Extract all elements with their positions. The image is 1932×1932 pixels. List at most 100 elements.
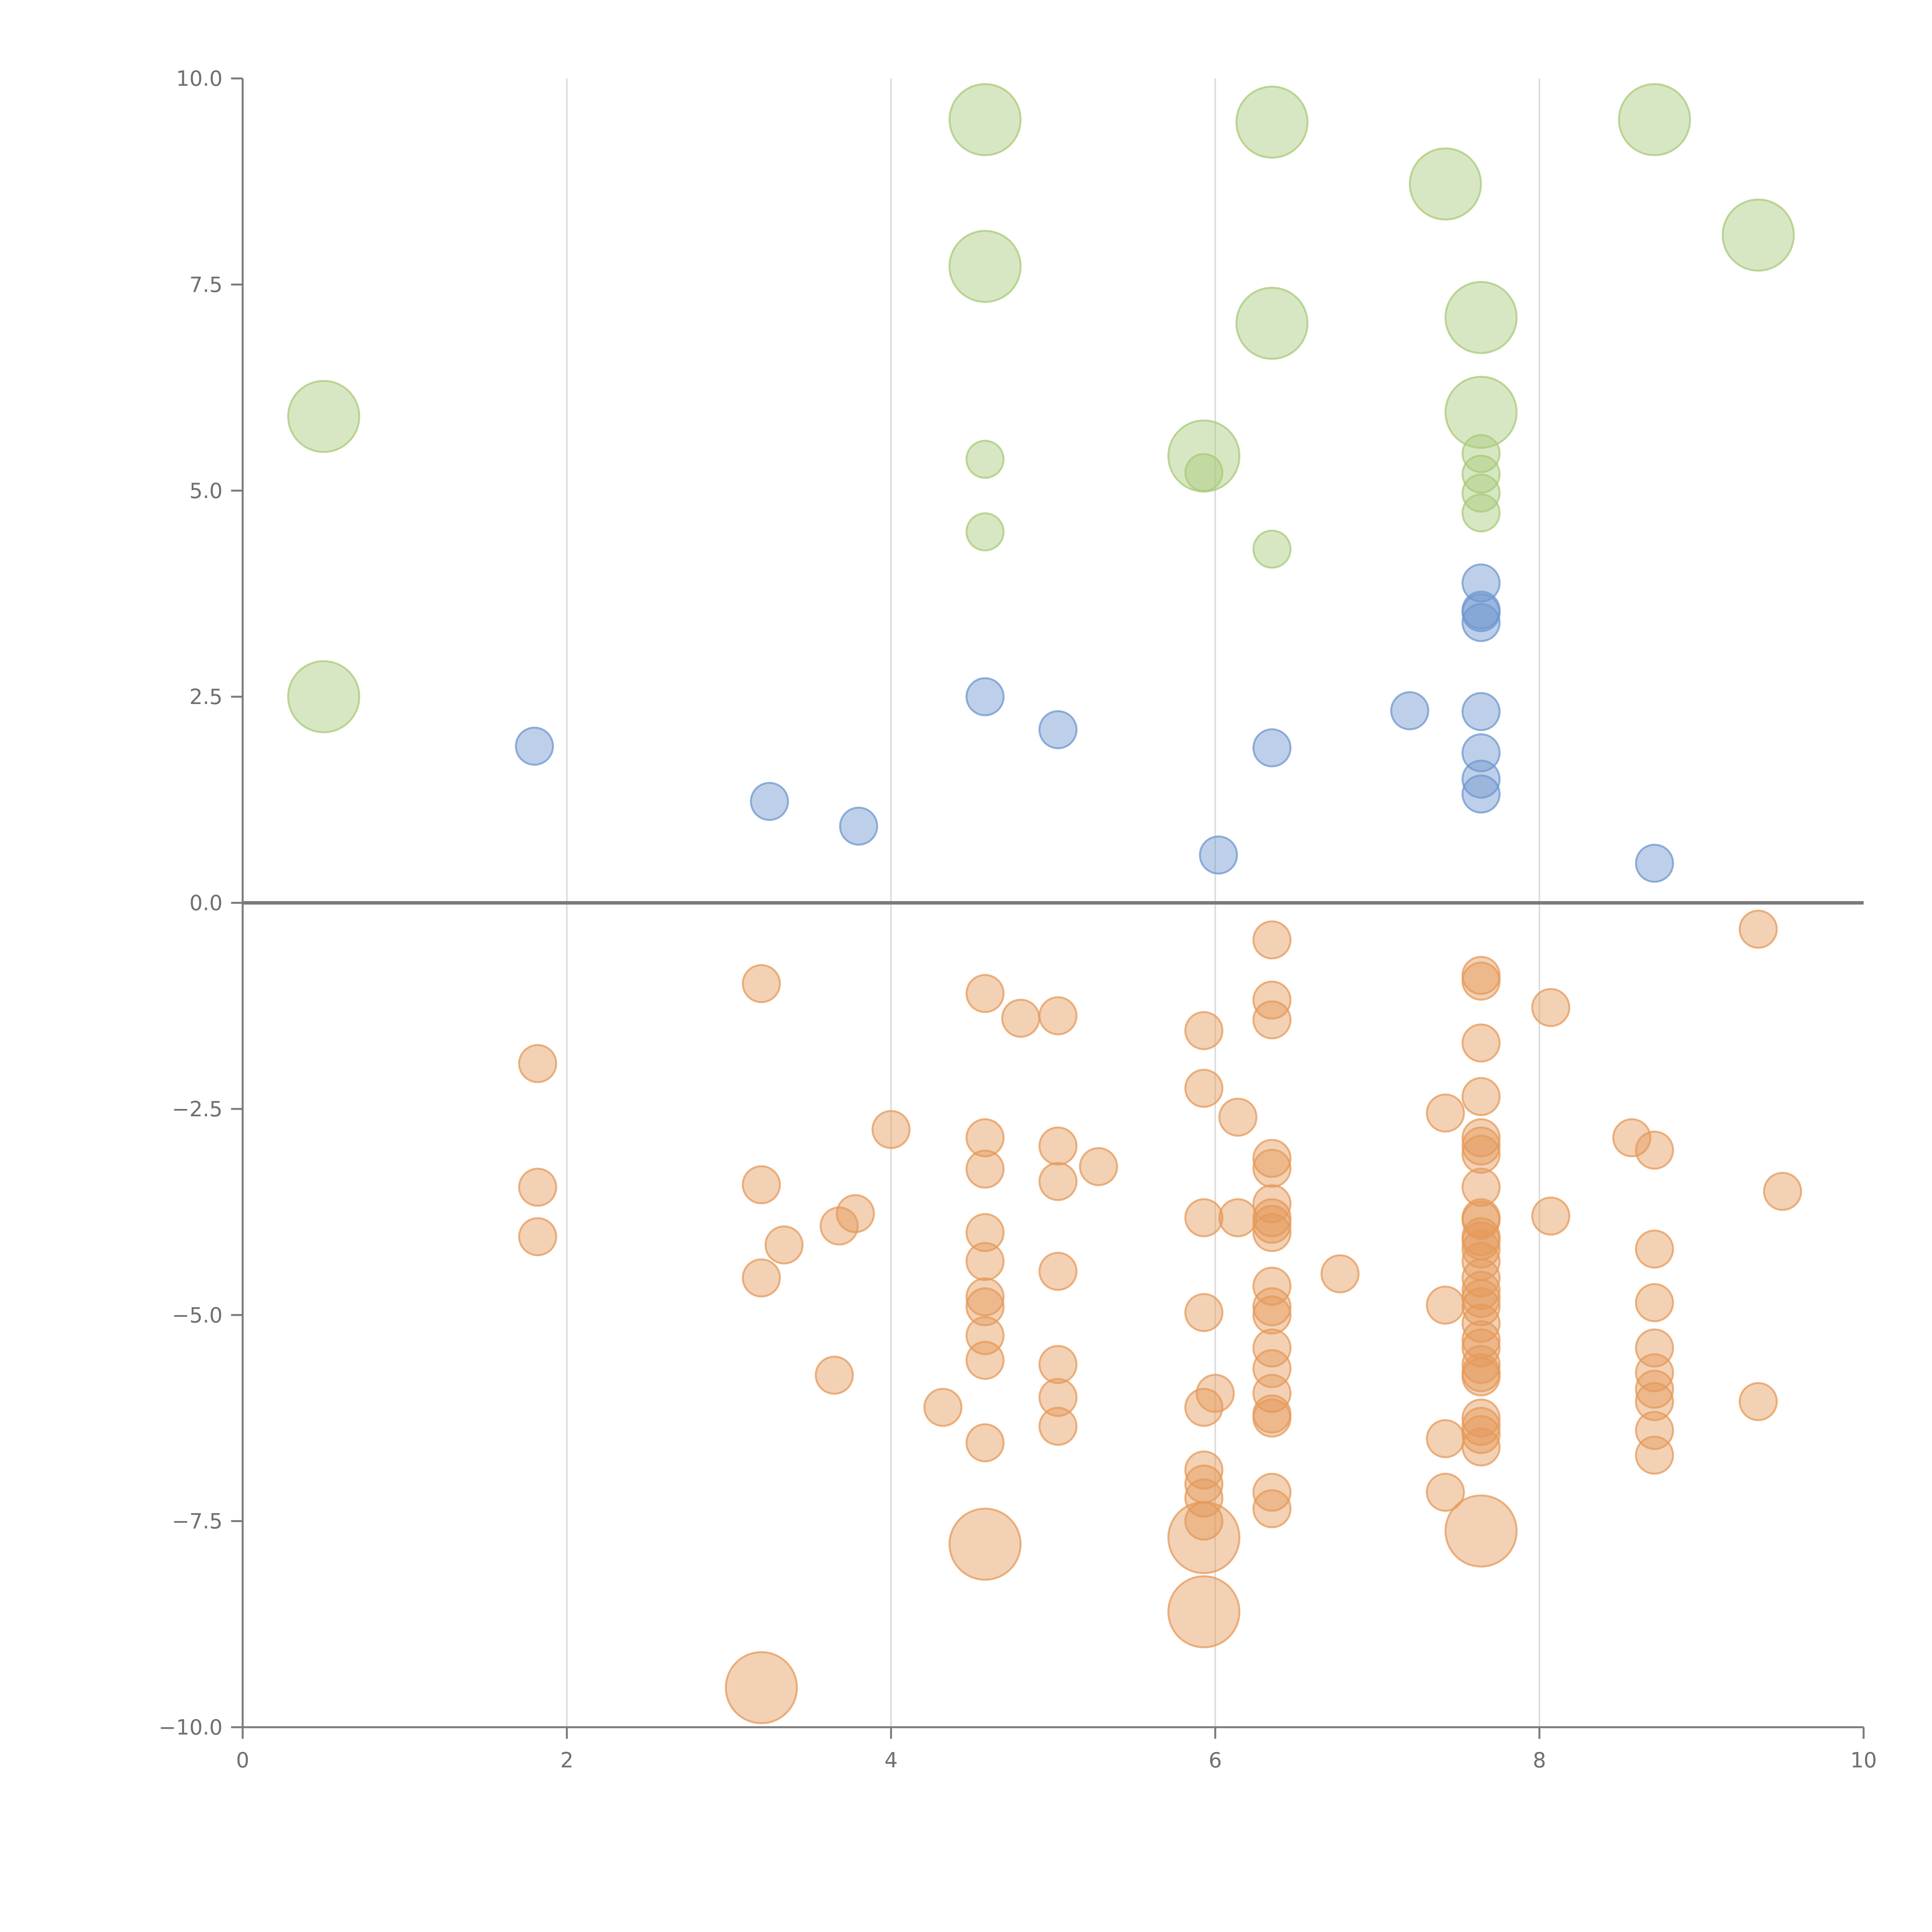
data-point xyxy=(742,1258,781,1298)
data-point xyxy=(1252,1295,1292,1335)
data-point xyxy=(965,1150,1005,1189)
data-point xyxy=(1199,835,1238,875)
y-tick-label: 0.0 xyxy=(189,891,223,915)
y-tick-label: 7.5 xyxy=(189,272,223,297)
data-point xyxy=(1444,1494,1518,1568)
data-point xyxy=(1461,1077,1501,1116)
tick-labels: 0 2 4 6 8 10 −10.0 −7.5 −5.0 −2.5 0.0 2.5 5.0 7.5 10.0 xyxy=(159,66,1877,1772)
data-point xyxy=(1038,1162,1078,1201)
data-point xyxy=(1426,1419,1465,1458)
data-point xyxy=(750,782,789,821)
data-point xyxy=(1531,988,1570,1027)
data-point xyxy=(1235,85,1309,159)
data-point xyxy=(1167,419,1241,493)
data-point xyxy=(1461,692,1501,731)
data-point xyxy=(518,1168,557,1207)
data-point xyxy=(1252,1489,1292,1529)
data-point xyxy=(965,974,1005,1013)
data-point xyxy=(1461,1406,1501,1446)
data-point xyxy=(1426,1094,1465,1133)
data-point xyxy=(839,806,878,846)
data-point xyxy=(1461,1230,1501,1269)
x-tick-label: 2 xyxy=(560,1748,573,1772)
data-point xyxy=(764,1225,804,1265)
data-point xyxy=(1738,1382,1778,1421)
data-point xyxy=(1184,1198,1224,1237)
data-point xyxy=(1252,1148,1292,1188)
data-point xyxy=(1038,1345,1078,1384)
data-point xyxy=(1320,1254,1360,1294)
data-point xyxy=(1038,1126,1078,1166)
data-point xyxy=(1461,593,1501,633)
data-point xyxy=(742,964,781,1003)
x-tick-label: 4 xyxy=(884,1748,898,1772)
y-tick-label: −10.0 xyxy=(159,1715,223,1740)
data-point xyxy=(1461,493,1501,532)
data-point xyxy=(965,1118,1005,1158)
data-point xyxy=(871,1110,911,1149)
data-point xyxy=(515,726,554,766)
data-point xyxy=(1461,961,1501,1001)
series-green-small xyxy=(965,434,1501,569)
data-point xyxy=(1461,1287,1501,1327)
data-point xyxy=(287,380,361,453)
y-tick-label: 10.0 xyxy=(176,66,223,91)
data-point xyxy=(1461,1126,1501,1166)
data-point xyxy=(1252,920,1292,960)
data-point xyxy=(1184,1069,1224,1108)
data-point xyxy=(1461,1398,1501,1438)
data-point xyxy=(948,1507,1022,1581)
data-point xyxy=(1461,1427,1501,1467)
x-tick-label: 0 xyxy=(236,1748,249,1772)
data-point xyxy=(1079,1147,1118,1186)
y-tick-label: −7.5 xyxy=(172,1509,223,1534)
data-point xyxy=(1461,1270,1501,1310)
data-point xyxy=(1531,1196,1570,1236)
data-point xyxy=(1618,83,1691,156)
data-point xyxy=(1461,603,1501,642)
data-point xyxy=(965,1341,1005,1380)
data-point xyxy=(1252,728,1292,767)
data-point xyxy=(1038,1406,1078,1446)
data-point xyxy=(287,660,361,733)
data-points xyxy=(287,83,1802,1725)
series-orange-small xyxy=(518,910,1802,1541)
data-point xyxy=(1252,1139,1292,1178)
data-point xyxy=(1218,1198,1258,1237)
data-point xyxy=(1218,1097,1258,1137)
data-point xyxy=(1184,1293,1224,1332)
data-point xyxy=(518,1044,557,1083)
data-point xyxy=(1461,1345,1501,1384)
data-point xyxy=(1252,1398,1292,1438)
data-point xyxy=(1167,1501,1241,1574)
data-point xyxy=(1001,998,1041,1038)
data-point xyxy=(948,83,1022,156)
data-point xyxy=(1635,1369,1674,1409)
data-point xyxy=(965,1242,1005,1281)
data-point xyxy=(1252,1287,1292,1327)
data-point xyxy=(1461,1023,1501,1063)
data-point xyxy=(815,1355,854,1395)
data-point xyxy=(923,1388,963,1427)
data-point xyxy=(948,230,1022,303)
data-point xyxy=(836,1194,875,1233)
data-point xyxy=(742,1165,781,1204)
data-point xyxy=(1738,910,1778,949)
data-point xyxy=(1426,1473,1465,1512)
data-point xyxy=(1721,198,1795,272)
data-point xyxy=(1461,774,1501,814)
data-point xyxy=(1252,1213,1292,1252)
y-tick-label: 2.5 xyxy=(189,685,223,709)
data-point xyxy=(1038,710,1078,749)
data-point xyxy=(1252,1267,1292,1306)
data-point xyxy=(724,1651,798,1725)
data-point xyxy=(965,677,1005,716)
data-point xyxy=(1196,1374,1235,1413)
data-point xyxy=(965,1277,1005,1316)
data-point xyxy=(1252,1328,1292,1368)
data-point xyxy=(1167,1575,1241,1648)
data-point xyxy=(1635,1353,1674,1393)
data-point xyxy=(1235,287,1309,360)
data-point xyxy=(1461,1258,1501,1298)
x-tick-label: 10 xyxy=(1850,1748,1877,1772)
